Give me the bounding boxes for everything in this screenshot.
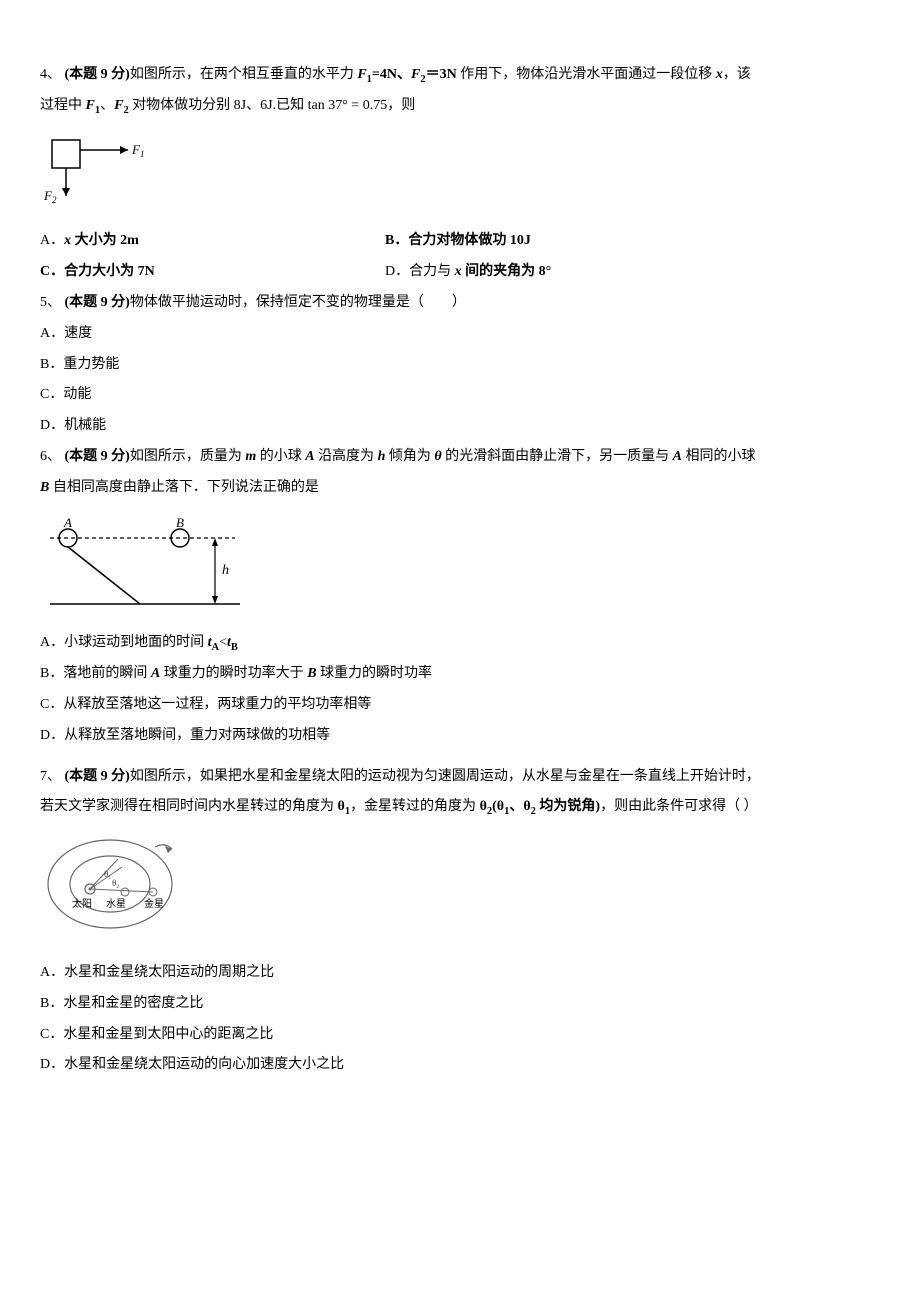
q4-option-c: C．合力大小为 7N bbox=[40, 257, 385, 288]
q4-stem-line2: 过程中 F1、F2 对物体做功分别 8J、6J.已知 tan 37° = 0.7… bbox=[40, 91, 880, 122]
svg-text:θ₁: θ₁ bbox=[104, 869, 111, 879]
q6-stem-line2: B 自相同高度由静止落下．下列说法正确的是 bbox=[40, 473, 880, 504]
q7-option-a: A．水星和金星绕太阳运动的周期之比 bbox=[40, 958, 880, 989]
q7-points: (本题 9 分) bbox=[61, 769, 130, 784]
svg-text:F1: F1 bbox=[131, 142, 144, 159]
svg-text:F2: F2 bbox=[43, 188, 57, 205]
q5-option-c: C．动能 bbox=[40, 380, 880, 411]
q7-stem-line1: 7、 (本题 9 分)如图所示，如果把水星和金星绕太阳的运动视为匀速圆周运动，从… bbox=[40, 762, 880, 793]
q4-number: 4、 bbox=[40, 67, 61, 82]
q6-number: 6、 bbox=[40, 449, 61, 464]
svg-text:A: A bbox=[63, 515, 72, 530]
q4-option-a: A．x 大小为 2m bbox=[40, 226, 385, 257]
q4-option-b: B．合力对物体做功 10J bbox=[385, 226, 880, 257]
q4-points: (本题 9 分) bbox=[61, 67, 130, 82]
q5-points: (本题 9 分) bbox=[61, 295, 130, 310]
q5-number: 5、 bbox=[40, 295, 61, 310]
svg-text:水星: 水星 bbox=[106, 898, 126, 910]
q6-option-d: D．从释放至落地瞬间，重力对两球做的功相等 bbox=[40, 721, 880, 752]
q7-option-c: C．水星和金星到太阳中心的距离之比 bbox=[40, 1020, 880, 1051]
q7-figure: θ₁ θ₂ 太阳 水星 金星 bbox=[40, 829, 880, 952]
q5-option-a: A．速度 bbox=[40, 319, 880, 350]
q7-stem-line2: 若天文学家测得在相同时间内水星转过的角度为 θ1，金星转过的角度为 θ2(θ1、… bbox=[40, 792, 880, 823]
q6-stem-line1: 6、 (本题 9 分)如图所示，质量为 m 的小球 A 沿高度为 h 倾角为 θ… bbox=[40, 442, 880, 473]
q7-number: 7、 bbox=[40, 769, 61, 784]
svg-text:金星: 金星 bbox=[144, 897, 164, 910]
svg-text:h: h bbox=[222, 563, 229, 578]
q4-options-row1: A．x 大小为 2m B．合力对物体做功 10J bbox=[40, 226, 880, 257]
q5-option-d: D．机械能 bbox=[40, 411, 880, 442]
q4-options-row2: C．合力大小为 7N D．合力与 x 间的夹角为 8° bbox=[40, 257, 880, 288]
q6-option-c: C．从释放至落地这一过程，两球重力的平均功率相等 bbox=[40, 690, 880, 721]
svg-text:太阳: 太阳 bbox=[72, 897, 92, 910]
q4-stem-line1: 4、 (本题 9 分)如图所示，在两个相互垂直的水平力 F1=4N、F2＝3N … bbox=[40, 60, 880, 91]
q5-option-b: B．重力势能 bbox=[40, 350, 880, 381]
q7-option-b: B．水星和金星的密度之比 bbox=[40, 989, 880, 1020]
q6-option-a: A．小球运动到地面的时间 tA<tB bbox=[40, 628, 880, 659]
q5-stem: 5、 (本题 9 分)物体做平抛运动时，保持恒定不变的物理量是（ ） bbox=[40, 288, 880, 319]
q4-option-d: D．合力与 x 间的夹角为 8° bbox=[385, 257, 880, 288]
q7-option-d: D．水星和金星绕太阳运动的向心加速度大小之比 bbox=[40, 1050, 880, 1081]
svg-text:B: B bbox=[176, 515, 184, 530]
q6-figure: A B h bbox=[40, 510, 880, 623]
q6-option-b: B．落地前的瞬间 A 球重力的瞬时功率大于 B 球重力的瞬时功率 bbox=[40, 659, 880, 690]
svg-text:θ₂: θ₂ bbox=[112, 878, 119, 888]
q4-figure: F1 F2 bbox=[40, 128, 880, 221]
q6-points: (本题 9 分) bbox=[61, 449, 130, 464]
